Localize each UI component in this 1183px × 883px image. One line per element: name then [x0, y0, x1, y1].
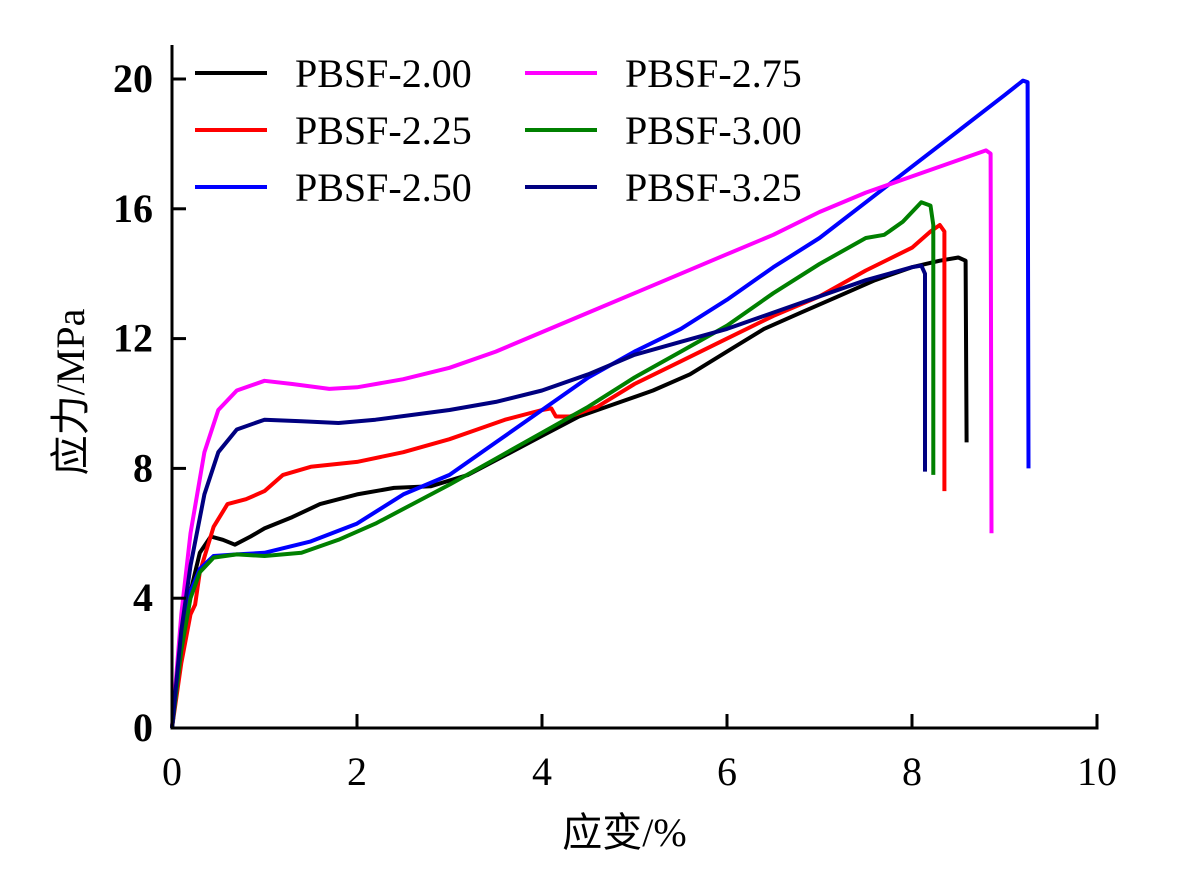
- x-tick-label: 2: [347, 749, 367, 794]
- x-axis-title: 应变/%: [562, 810, 686, 855]
- series-line-pbsf-3.00: [170, 200, 936, 729]
- x-tick-label: 4: [532, 749, 552, 794]
- legend-label: PBSF-3.00: [625, 108, 802, 153]
- legend-label: PBSF-2.50: [295, 165, 472, 210]
- x-tick-label: 10: [1077, 749, 1117, 794]
- legend-label: PBSF-2.25: [295, 108, 472, 153]
- legend-item: PBSF-2.25: [195, 108, 472, 153]
- legend-label: PBSF-2.75: [625, 51, 802, 96]
- x-tick-label: 0: [162, 749, 182, 794]
- series-line-pbsf-2.75: [170, 148, 994, 729]
- legend-label: PBSF-3.25: [625, 165, 802, 210]
- y-axis-title: 应力/MPa: [48, 308, 93, 475]
- legend: PBSF-2.00 PBSF-2.25 PBSF-2.50 PBSF-2.75 PBSF…: [195, 51, 802, 210]
- x-tick-label: 8: [902, 749, 922, 794]
- y-ticks: 0 4 8 12 16 20: [113, 56, 186, 750]
- legend-item: PBSF-3.00: [525, 108, 802, 153]
- y-tick-label: 0: [133, 705, 153, 750]
- series-line-pbsf-2.25: [170, 223, 947, 729]
- y-tick-label: 4: [133, 575, 153, 620]
- y-tick-label: 16: [113, 186, 153, 231]
- y-tick-label: 20: [113, 56, 153, 101]
- x-ticks: 0 2 4 6 8 10: [162, 714, 1117, 794]
- legend-label: PBSF-2.00: [295, 51, 472, 96]
- legend-item: PBSF-2.50: [195, 165, 472, 210]
- series-line-pbsf-3.25: [170, 263, 927, 729]
- legend-item: PBSF-2.75: [525, 51, 802, 96]
- legend-item: PBSF-2.00: [195, 51, 472, 96]
- y-tick-label: 12: [113, 316, 153, 361]
- axes: [170, 45, 1099, 730]
- x-tick-label: 6: [717, 749, 737, 794]
- y-tick-label: 8: [133, 445, 153, 490]
- legend-item: PBSF-3.25: [525, 165, 802, 210]
- series-line-pbsf-2.00: [170, 255, 969, 729]
- series-curves: [170, 78, 1031, 729]
